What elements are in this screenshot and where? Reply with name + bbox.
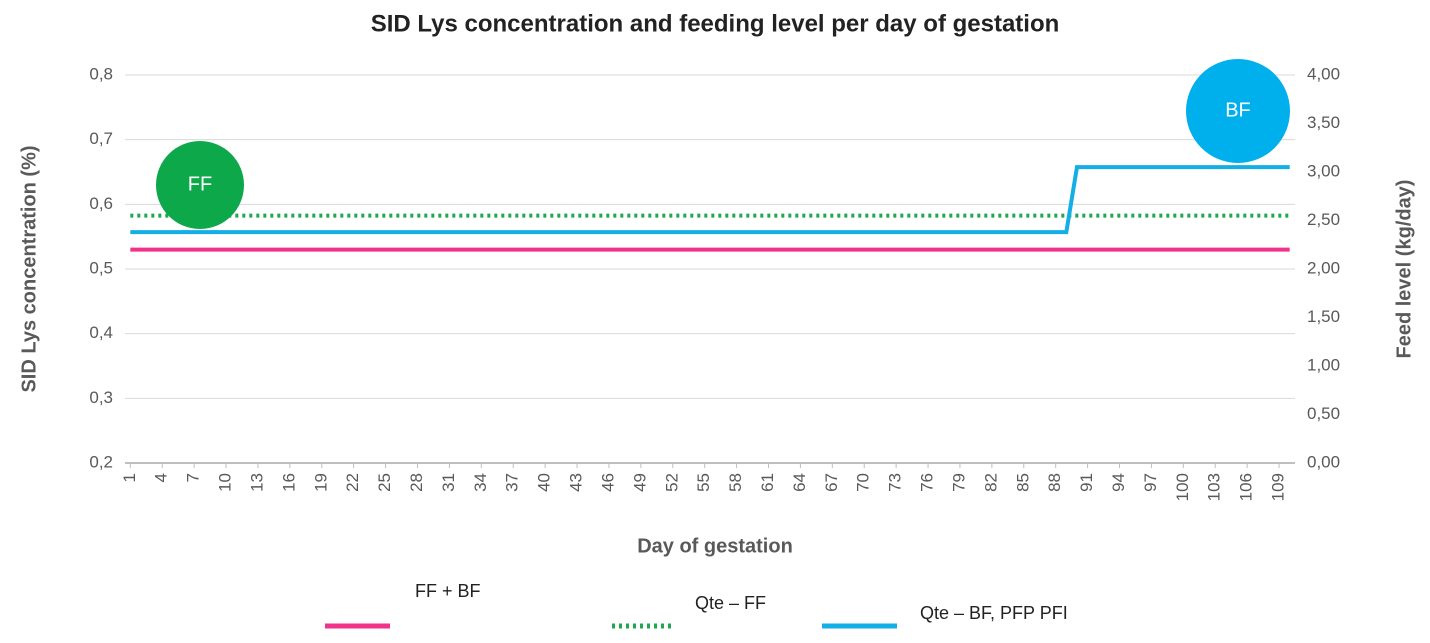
x-tick-label: 76	[918, 473, 937, 492]
y-tick-label: 0,8	[89, 64, 113, 83]
x-tick-label: 82	[981, 473, 1000, 492]
x-tick-label: 13	[247, 473, 266, 492]
x-tick-label: 85	[1013, 473, 1032, 492]
x-tick-label: 25	[375, 473, 394, 492]
annotation-circle	[156, 141, 244, 229]
x-tick-label: 43	[567, 473, 586, 492]
y-tick-label: 0,3	[89, 388, 113, 407]
series-line	[130, 165, 1290, 235]
x-tick-label: 106	[1237, 473, 1256, 501]
y2-tick-label: 0,50	[1307, 404, 1340, 423]
y-tick-label: 0,6	[89, 194, 113, 213]
legend-label: Qte – FF	[695, 593, 766, 613]
y2-tick-label: 1,50	[1307, 307, 1340, 326]
x-tick-label: 19	[311, 473, 330, 492]
x-tick-label: 31	[439, 473, 458, 492]
x-tick-label: 55	[694, 473, 713, 492]
x-tick-label: 4	[152, 473, 171, 482]
x-tick-label: 46	[598, 473, 617, 492]
x-tick-label: 73	[886, 473, 905, 492]
x-tick-label: 10	[216, 473, 235, 492]
x-tick-label: 1	[120, 473, 139, 482]
x-tick-label: 52	[662, 473, 681, 492]
y2-tick-label: 1,00	[1307, 355, 1340, 374]
x-tick-label: 70	[854, 473, 873, 492]
y2-axis-title: Feed level (kg/day)	[1393, 180, 1415, 359]
y2-tick-label: 2,00	[1307, 258, 1340, 277]
annotation-label: BF	[1225, 99, 1251, 121]
x-tick-label: 100	[1173, 473, 1192, 501]
x-tick-label: 61	[758, 473, 777, 492]
y2-tick-label: 4,00	[1307, 64, 1340, 83]
x-axis-title: Day of gestation	[637, 535, 793, 557]
y2-tick-label: 3,50	[1307, 113, 1340, 132]
chart-title: SID Lys concentration and feeding level …	[371, 10, 1060, 37]
x-tick-label: 94	[1109, 473, 1128, 492]
x-tick-label: 22	[343, 473, 362, 492]
x-tick-label: 97	[1141, 473, 1160, 492]
annotation-label: FF	[188, 173, 212, 195]
x-tick-label: 88	[1045, 473, 1064, 492]
y-axis-title: SID Lys concentration (%)	[18, 145, 40, 392]
x-tick-label: 64	[790, 473, 809, 492]
x-tick-label: 58	[726, 473, 745, 492]
x-tick-label: 109	[1269, 473, 1288, 501]
x-tick-label: 28	[407, 473, 426, 492]
y2-tick-label: 0,00	[1307, 452, 1340, 471]
x-tick-label: 7	[184, 473, 203, 482]
x-tick-label: 79	[949, 473, 968, 492]
y2-tick-label: 2,50	[1307, 210, 1340, 229]
x-tick-label: 67	[822, 473, 841, 492]
x-tick-label: 91	[1077, 473, 1096, 492]
x-tick-label: 40	[535, 473, 554, 492]
x-tick-label: 16	[279, 473, 298, 492]
y-tick-label: 0,7	[89, 129, 113, 148]
y-tick-label: 0,5	[89, 258, 113, 277]
x-tick-label: 37	[503, 473, 522, 492]
x-tick-label: 49	[630, 473, 649, 492]
x-tick-label: 34	[471, 473, 490, 492]
x-tick-label: 103	[1205, 473, 1224, 501]
legend-label: Qte – BF, PFP PFI	[920, 603, 1068, 623]
y-tick-label: 0,4	[89, 323, 113, 342]
y2-tick-label: 3,00	[1307, 161, 1340, 180]
legend-label: FF + BF	[415, 581, 481, 601]
y-tick-label: 0,2	[89, 452, 113, 471]
annotation-circle	[1186, 59, 1290, 163]
